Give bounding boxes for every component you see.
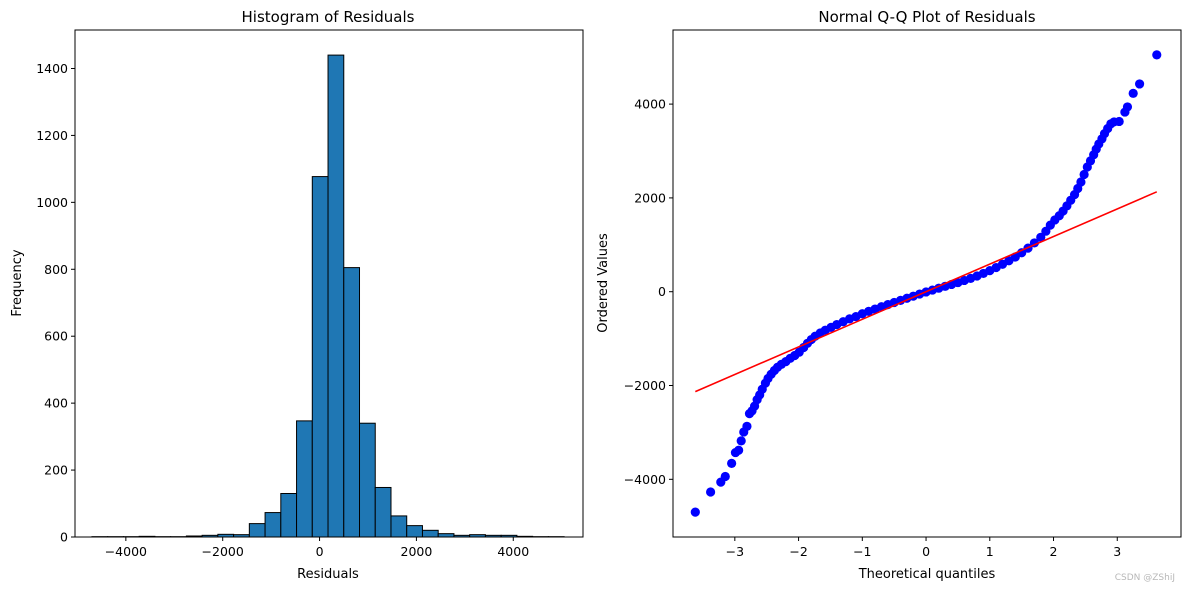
histogram-y-tick-label: 1000 (36, 195, 68, 210)
qq-point (706, 487, 716, 497)
histogram-bar (248, 523, 266, 538)
qq-point (734, 445, 744, 455)
histogram-x-tick-label: 2000 (401, 544, 433, 559)
qq-point (1079, 169, 1089, 180)
histogram-x-tick-label: −2000 (202, 544, 244, 559)
histogram-bar (437, 533, 455, 538)
qq-y-tick-label: −4000 (624, 472, 666, 487)
qq-x-tick-label: 3 (1113, 544, 1121, 559)
histogram-bars (91, 54, 565, 538)
histogram-bar (343, 267, 361, 538)
qq-point (1076, 177, 1086, 187)
qq-point (736, 436, 746, 446)
histogram-title: Histogram of Residuals (242, 8, 415, 26)
qq-x-tick-label: −1 (853, 544, 871, 559)
histogram-bar (390, 515, 408, 538)
qq-x-tick-label: 2 (1050, 544, 1058, 559)
qq-y-tick-label: 2000 (634, 190, 666, 205)
histogram-x-tick-label: 4000 (497, 544, 529, 559)
qq-point (1114, 116, 1124, 127)
qq-point (742, 421, 752, 431)
qq-axes-frame (672, 29, 1182, 538)
histogram-y-tick-label: 1200 (36, 128, 68, 143)
histogram-bar (327, 54, 345, 538)
histogram-y-tick-label: 0 (60, 530, 68, 545)
qq-y-tick-label: 4000 (634, 97, 666, 112)
histogram-bar (406, 525, 423, 538)
qq-point (1036, 232, 1046, 242)
qq-fit-line (694, 191, 1158, 393)
histogram-bar (359, 422, 376, 538)
histogram-axes-frame (74, 29, 584, 538)
qq-y-tick-label: 0 (658, 284, 666, 299)
qq-point (1152, 50, 1162, 60)
qq-plot-title: Normal Q-Q Plot of Residuals (818, 8, 1035, 26)
histogram-x-tick-label: 0 (316, 544, 324, 559)
qq-y-axis-label: Ordered Values (596, 233, 611, 333)
histogram-bar (264, 512, 282, 538)
qq-x-tick-label: −3 (726, 544, 744, 559)
histogram-y-tick-label: 800 (44, 262, 68, 277)
qq-x-tick-label: 1 (986, 544, 994, 559)
histogram-bar (280, 492, 298, 538)
qq-x-tick-label: 0 (922, 544, 930, 559)
qq-y-ticks: −4000 −2000 0 2000 4000 (624, 97, 673, 487)
qq-plot-panel: Normal Q-Q Plot of Residuals −3 −2 −1 0 1 2 3 … (596, 8, 1182, 582)
histogram-bar (374, 486, 392, 538)
qq-x-axis-label: Theoretical quantiles (858, 567, 996, 582)
histogram-panel: Histogram of Residuals −4000 −2000 0 2000 40… (10, 8, 584, 582)
histogram-y-axis-label: Frequency (10, 249, 25, 316)
watermark: CSDN @ZShiJ (1115, 573, 1175, 583)
qq-point (1128, 88, 1138, 98)
histogram-y-tick-label: 600 (44, 329, 68, 344)
histogram-y-tick-label: 200 (44, 463, 68, 478)
qq-point (727, 458, 737, 468)
qq-y-tick-label: −2000 (624, 378, 666, 393)
qq-x-ticks: −3 −2 −1 0 1 2 3 (726, 537, 1121, 559)
histogram-bar (311, 176, 329, 538)
histogram-y-tick-label: 1400 (36, 61, 68, 76)
qq-point (1122, 102, 1133, 112)
histogram-bar (421, 529, 439, 538)
histogram-x-axis-label: Residuals (297, 567, 359, 582)
histogram-x-ticks: −4000 −2000 0 2000 4000 (105, 537, 529, 559)
qq-point (720, 471, 730, 482)
histogram-x-tick-label: −4000 (105, 544, 147, 559)
qq-point (1134, 79, 1145, 89)
qq-x-tick-label: −2 (789, 544, 807, 559)
qq-point (690, 507, 700, 517)
qq-points (690, 50, 1162, 517)
histogram-y-ticks: 0 200 400 600 800 1000 1200 1400 (36, 61, 75, 545)
histogram-bar (296, 420, 313, 538)
histogram-y-tick-label: 400 (44, 396, 68, 411)
